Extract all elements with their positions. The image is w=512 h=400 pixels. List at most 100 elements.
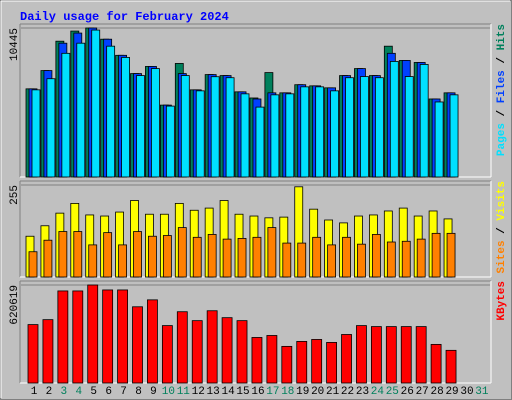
bar [255,106,265,178]
bar [121,57,130,178]
x-tick-label: 13 [207,386,220,398]
bar [296,341,308,384]
bar [341,334,352,384]
bar [180,75,190,178]
x-tick-label: 29 [445,386,458,398]
bar [237,237,247,278]
bar [327,244,337,278]
bar [311,339,323,384]
bar [91,29,101,178]
bar [281,345,293,384]
bar [267,227,277,278]
bar [210,76,220,178]
bar [57,290,69,384]
bar [360,76,369,178]
x-tick-label: 14 [221,386,235,398]
chart-title: Daily usage for February 2024 [20,10,229,24]
legend: Pages / Files / Hits [496,24,508,156]
x-tick-label: 10 [162,386,175,398]
x-tick-label: 31 [475,386,489,398]
x-tick-label: 21 [326,386,340,398]
x-tick-label: 15 [236,386,249,398]
x-tick-label: 28 [431,386,444,398]
bar [225,77,235,178]
bar [430,343,442,384]
bar [195,90,205,178]
bar [162,235,172,278]
bar [449,94,459,178]
bar [117,289,128,384]
bar [236,320,248,384]
x-tick-label: 19 [296,386,309,398]
bar [389,61,399,178]
bar [251,337,263,384]
bar [416,238,426,278]
bar [342,236,351,278]
bar [28,251,38,278]
x-tick-label: 7 [120,386,127,398]
bar [31,89,41,178]
bar [266,335,278,384]
x-tick-label: 20 [311,386,324,398]
x-tick-label: 22 [341,386,354,398]
bar [371,234,381,278]
bar [434,101,444,178]
x-tick-label: 1 [31,386,38,398]
bar [404,76,414,178]
x-tick-label: 4 [75,386,82,398]
bar [385,326,397,384]
y-tick-label: 255 [9,185,21,205]
bar [446,232,456,278]
bar [27,324,39,384]
bar [106,45,116,178]
y-tick-label: 620619 [9,285,21,325]
bar [300,86,310,178]
legend-entry: Files [496,70,508,103]
x-tick-label: 26 [401,386,414,398]
bar [42,319,54,384]
legend-entry: Visits [496,181,508,221]
legend-entry: Pages [496,123,508,156]
bar [285,93,295,178]
x-tick-label: 17 [266,386,279,398]
bar [165,105,175,178]
bar [58,231,68,278]
bar [72,290,84,384]
legend-entry: Hits [496,24,508,50]
bar [76,42,86,178]
bar [221,317,233,384]
x-tick-label: 30 [460,386,473,398]
bar [431,232,441,278]
bar [206,310,218,384]
legend-separator: / [496,103,508,123]
x-tick-label: 3 [61,386,68,398]
x-tick-label: 16 [251,386,264,398]
x-tick-label: 18 [281,386,294,398]
x-tick-label: 2 [46,386,53,398]
bar [345,77,354,178]
bar [133,231,142,278]
legend: Sites / Visits [496,181,508,273]
x-tick-label: 12 [192,386,205,398]
bar [61,52,71,178]
bar [401,240,411,278]
bar [315,86,325,178]
bar [415,326,427,384]
bar [136,75,145,178]
bar [374,77,384,178]
bar [370,326,382,384]
bar [87,284,99,384]
y-tick-label: 10445 [9,28,21,61]
bar [252,236,262,278]
bar [240,93,250,178]
x-tick-label: 23 [356,386,369,398]
x-tick-label: 11 [177,386,191,398]
bar [330,90,340,178]
bar [356,325,367,384]
bar [270,94,280,178]
bar [282,242,292,278]
bar [222,238,232,278]
bar [386,241,396,278]
x-tick-label: 6 [105,386,112,398]
bar [43,239,53,278]
